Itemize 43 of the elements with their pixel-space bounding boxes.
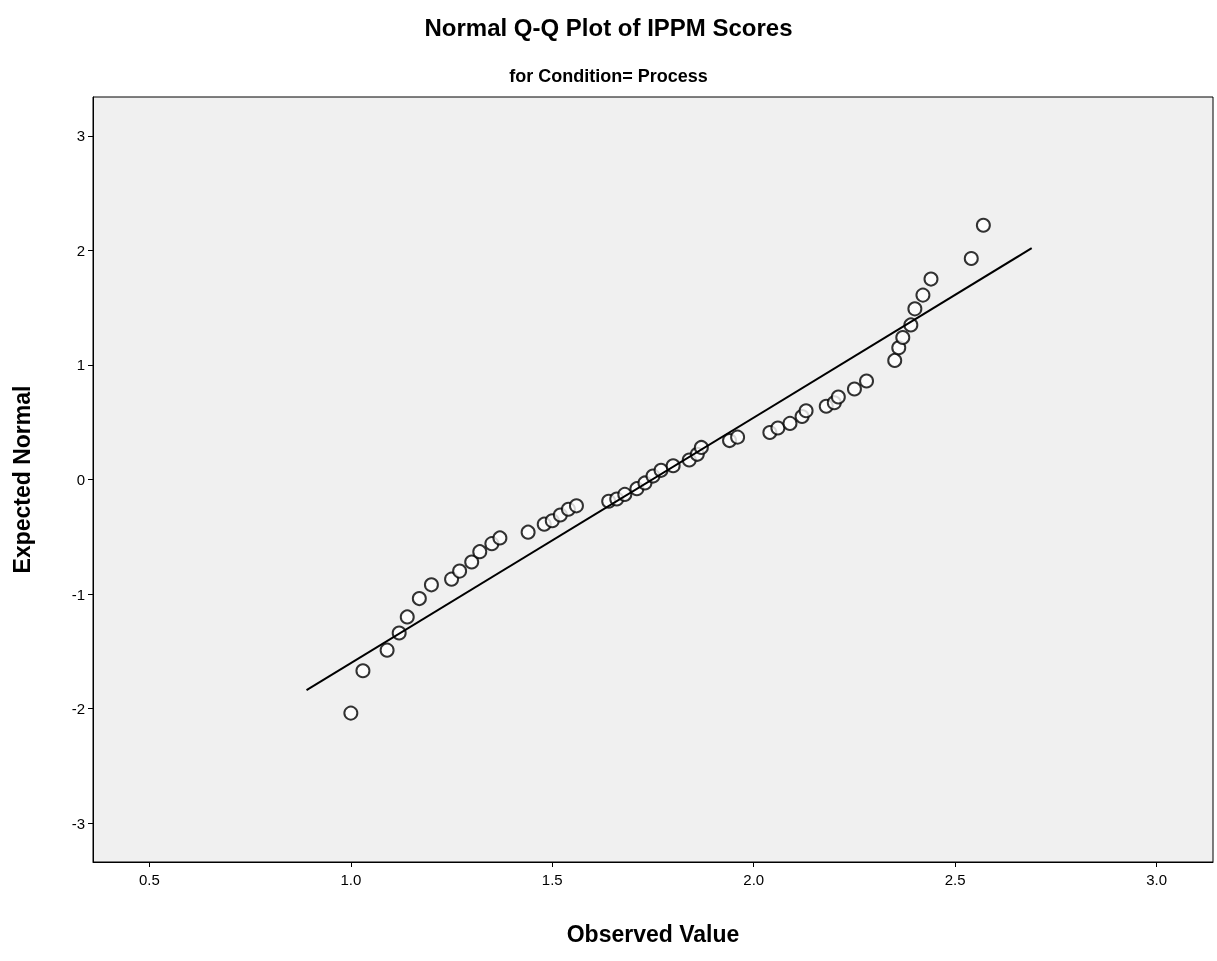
chart-subtitle: for Condition= Process (509, 66, 708, 86)
point (846, 381, 862, 397)
point (830, 389, 846, 405)
y-tick-label: -3 (71, 814, 85, 832)
y-tick-label: 0 (76, 471, 85, 488)
point (907, 301, 923, 317)
point (411, 591, 427, 607)
x-tick-label: 2.0 (743, 871, 765, 888)
point (379, 642, 395, 658)
x-tick-label: 0.5 (138, 871, 160, 888)
x-tick-label: 2.5 (944, 871, 966, 888)
x-axis-title: Observed Value (566, 920, 740, 947)
point (859, 373, 875, 389)
y-tick-label: 2 (76, 241, 85, 259)
y-tick-label: 3 (76, 127, 85, 145)
y-tick-label: -1 (71, 585, 85, 603)
point (423, 577, 439, 593)
point (568, 498, 584, 514)
point (472, 544, 488, 560)
point (895, 330, 911, 345)
point (355, 663, 371, 679)
point (887, 352, 903, 368)
point (452, 563, 468, 579)
point (798, 403, 814, 419)
point (915, 287, 931, 303)
chart-title: Normal Q-Q Plot of IPPM Scores (424, 13, 793, 41)
point (923, 271, 939, 287)
point (975, 217, 991, 233)
x-tick-label: 1.5 (541, 871, 563, 888)
point (782, 415, 798, 431)
point (399, 609, 415, 625)
point (343, 705, 359, 721)
point (520, 524, 536, 540)
point (770, 420, 786, 436)
point (464, 554, 480, 570)
x-tick-label: 1.0 (340, 871, 362, 888)
y-tick-label: -2 (71, 700, 85, 718)
x-tick-label: 3.0 (1146, 871, 1168, 888)
point (730, 429, 746, 445)
point (492, 530, 508, 546)
y-tick-label: 1 (76, 356, 85, 374)
point (963, 250, 979, 266)
y-axis-title: Expected Normal (8, 385, 35, 574)
